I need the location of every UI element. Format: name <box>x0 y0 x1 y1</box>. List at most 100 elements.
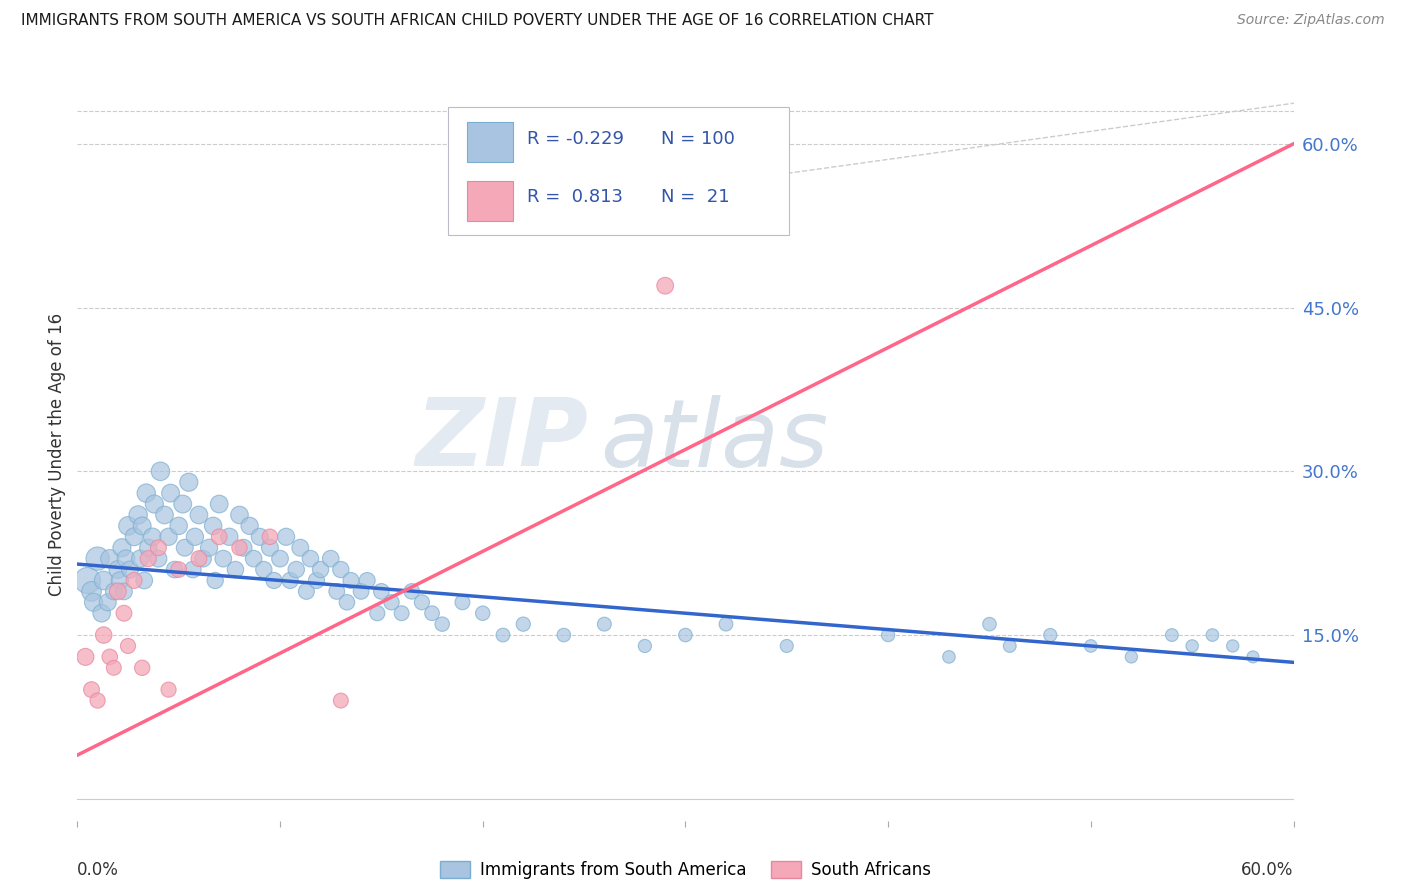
Point <box>285 563 308 577</box>
Point <box>204 574 226 588</box>
Point <box>163 563 186 577</box>
Point <box>103 661 125 675</box>
Point <box>107 584 129 599</box>
Point <box>118 563 141 577</box>
Point <box>117 639 139 653</box>
Point <box>117 519 139 533</box>
Point <box>232 541 254 555</box>
Point <box>76 574 98 588</box>
Point <box>157 530 180 544</box>
Point <box>305 574 328 588</box>
Point <box>299 551 322 566</box>
Point <box>181 563 204 577</box>
Point <box>278 574 301 588</box>
Point <box>143 497 166 511</box>
Text: R = -0.229: R = -0.229 <box>527 130 624 148</box>
Text: atlas: atlas <box>600 395 828 486</box>
Point <box>202 519 225 533</box>
Text: 60.0%: 60.0% <box>1241 861 1294 879</box>
Text: R =  0.813: R = 0.813 <box>527 188 623 206</box>
Point <box>492 628 515 642</box>
Point <box>290 541 312 555</box>
Point <box>127 508 149 522</box>
Point <box>401 584 423 599</box>
Text: ZIP: ZIP <box>415 394 588 486</box>
Point <box>111 541 134 555</box>
Point <box>877 628 900 642</box>
Point <box>157 682 180 697</box>
Point <box>329 693 352 707</box>
Point <box>634 639 657 653</box>
Point <box>979 617 1001 632</box>
Point <box>228 508 250 522</box>
Point <box>98 551 121 566</box>
Point <box>356 574 378 588</box>
Point <box>208 497 231 511</box>
Point <box>75 649 97 664</box>
Point <box>122 530 145 544</box>
Point <box>131 661 153 675</box>
FancyBboxPatch shape <box>467 122 513 162</box>
Point <box>177 475 200 490</box>
Text: N =  21: N = 21 <box>661 188 730 206</box>
Point <box>131 519 153 533</box>
Point <box>80 682 103 697</box>
Point <box>135 486 157 500</box>
Point <box>269 551 291 566</box>
Point <box>239 519 262 533</box>
Point <box>212 551 235 566</box>
Point <box>112 606 135 620</box>
Point <box>149 464 172 478</box>
Point <box>776 639 799 653</box>
Point <box>319 551 342 566</box>
Point <box>326 584 349 599</box>
Point <box>329 563 352 577</box>
Point <box>198 541 221 555</box>
Point <box>380 595 402 609</box>
Point <box>553 628 575 642</box>
Point <box>391 606 413 620</box>
Point <box>90 606 112 620</box>
Point <box>86 551 108 566</box>
Text: N = 100: N = 100 <box>661 130 735 148</box>
Point <box>411 595 433 609</box>
Point <box>259 530 281 544</box>
Point <box>1121 649 1143 664</box>
Point <box>108 574 131 588</box>
Point <box>938 649 960 664</box>
Point <box>259 541 281 555</box>
Point <box>80 584 103 599</box>
Point <box>112 584 135 599</box>
Point <box>471 606 494 620</box>
Point <box>675 628 697 642</box>
Point <box>93 574 115 588</box>
Point <box>129 551 152 566</box>
Point <box>451 595 474 609</box>
Point <box>263 574 285 588</box>
Point <box>86 693 108 707</box>
Point <box>253 563 276 577</box>
Point <box>136 541 159 555</box>
Text: 0.0%: 0.0% <box>77 861 120 879</box>
Point <box>1201 628 1223 642</box>
Point <box>141 530 163 544</box>
Point <box>167 519 190 533</box>
Point <box>432 617 454 632</box>
Point <box>184 530 207 544</box>
Point <box>136 551 159 566</box>
Point <box>172 497 194 511</box>
Point <box>340 574 363 588</box>
Point <box>188 508 211 522</box>
Point <box>191 551 214 566</box>
Point <box>274 530 297 544</box>
Legend: Immigrants from South America, South Africans: Immigrants from South America, South Afr… <box>433 854 938 886</box>
Text: IMMIGRANTS FROM SOUTH AMERICA VS SOUTH AFRICAN CHILD POVERTY UNDER THE AGE OF 16: IMMIGRANTS FROM SOUTH AMERICA VS SOUTH A… <box>21 13 934 29</box>
FancyBboxPatch shape <box>467 180 513 221</box>
Point <box>366 606 388 620</box>
Point <box>115 551 138 566</box>
Point <box>159 486 181 500</box>
Point <box>83 595 105 609</box>
Point <box>107 563 129 577</box>
Point <box>714 617 737 632</box>
Point <box>1241 649 1264 664</box>
